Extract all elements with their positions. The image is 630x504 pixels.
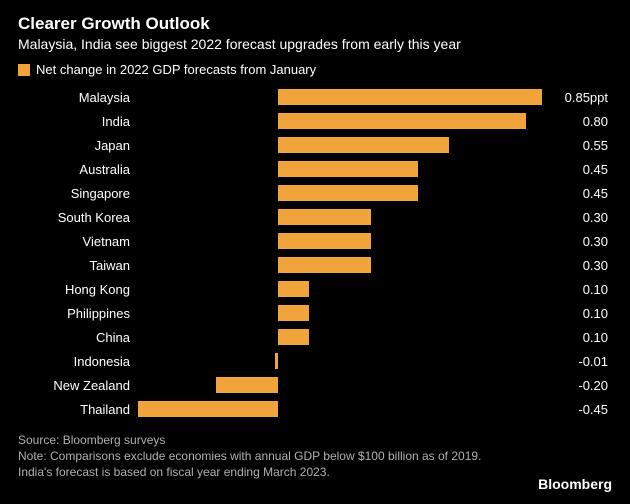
row-label: China [18,330,138,345]
bar [278,185,418,201]
row-label: Indonesia [18,354,138,369]
chart-row: China 0.10 [18,325,612,349]
bar [278,305,309,321]
row-label: Singapore [18,186,138,201]
chart-row: Malaysia 0.85ppt [18,85,612,109]
bar [278,233,371,249]
bar [278,161,418,177]
bar-area [138,301,542,325]
bar [278,281,309,297]
row-value: 0.45 [542,162,612,177]
row-value: 0.85ppt [542,90,612,105]
bar [278,209,371,225]
row-value: 0.10 [542,330,612,345]
bar-area [138,109,542,133]
source-text: Source: Bloomberg surveys [18,433,612,447]
row-value: 0.45 [542,186,612,201]
bar [278,257,371,273]
row-label: Taiwan [18,258,138,273]
row-label: New Zealand [18,378,138,393]
chart-row: New Zealand -0.20 [18,373,612,397]
chart-row: Philippines 0.10 [18,301,612,325]
bar [278,137,449,153]
bar-area [138,253,542,277]
row-value: 0.10 [542,306,612,321]
bar-area [138,181,542,205]
row-label: Australia [18,162,138,177]
bar-area [138,229,542,253]
bar-area [138,325,542,349]
row-label: Hong Kong [18,282,138,297]
chart-row: Thailand -0.45 [18,397,612,421]
row-value: 0.30 [542,258,612,273]
row-value: -0.01 [542,354,612,369]
chart-subtitle: Malaysia, India see biggest 2022 forecas… [18,36,612,52]
bar-area [138,397,542,421]
row-value: 0.10 [542,282,612,297]
chart-row: Singapore 0.45 [18,181,612,205]
row-value: 0.30 [542,210,612,225]
chart-row: Vietnam 0.30 [18,229,612,253]
chart-row: Japan 0.55 [18,133,612,157]
chart-row: Australia 0.45 [18,157,612,181]
row-label: Thailand [18,402,138,417]
bar [278,113,527,129]
bar [216,377,278,393]
chart-title: Clearer Growth Outlook [18,14,612,34]
row-value: 0.80 [542,114,612,129]
row-value: -0.20 [542,378,612,393]
legend: Net change in 2022 GDP forecasts from Ja… [18,62,612,77]
row-value: -0.45 [542,402,612,417]
bar [275,353,278,369]
bar [138,401,278,417]
bar-area [138,277,542,301]
note-text: Note: Comparisons exclude economies with… [18,449,498,480]
footer: Source: Bloomberg surveys Note: Comparis… [18,433,612,480]
row-value: 0.30 [542,234,612,249]
bar-area [138,349,542,373]
bar-area [138,133,542,157]
bar-area [138,85,542,109]
row-label: Malaysia [18,90,138,105]
chart-row: South Korea 0.30 [18,205,612,229]
chart-row: Hong Kong 0.10 [18,277,612,301]
chart-row: Indonesia -0.01 [18,349,612,373]
row-label: India [18,114,138,129]
row-label: Vietnam [18,234,138,249]
bar-chart: Malaysia 0.85ppt India 0.80 Japan 0.55 Austral… [18,85,612,421]
row-label: Philippines [18,306,138,321]
legend-swatch [18,64,30,76]
brand-logo: Bloomberg [538,476,612,492]
row-label: South Korea [18,210,138,225]
bar-area [138,373,542,397]
bar-area [138,157,542,181]
row-value: 0.55 [542,138,612,153]
chart-row: Taiwan 0.30 [18,253,612,277]
chart-row: India 0.80 [18,109,612,133]
row-label: Japan [18,138,138,153]
bar [278,329,309,345]
bar [278,89,542,105]
legend-label: Net change in 2022 GDP forecasts from Ja… [36,62,316,77]
bar-area [138,205,542,229]
